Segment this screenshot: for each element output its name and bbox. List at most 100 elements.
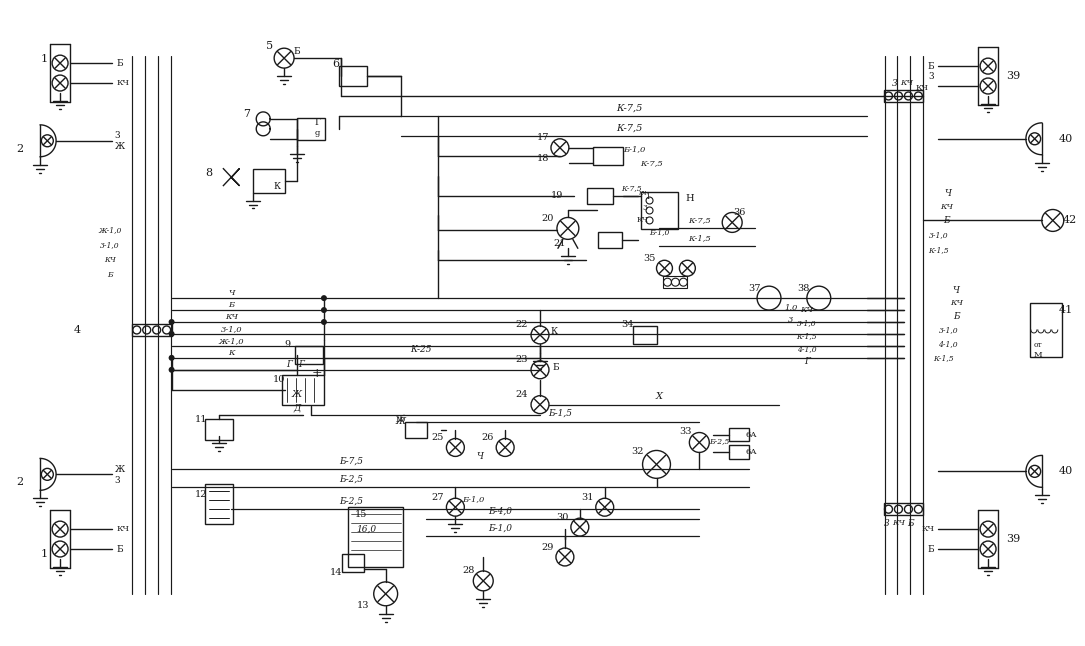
Text: КЧ: КЧ bbox=[940, 202, 953, 211]
Text: 19: 19 bbox=[551, 191, 563, 200]
Bar bbox=[633, 326, 656, 344]
Text: 15: 15 bbox=[355, 510, 367, 519]
Text: Г: Г bbox=[314, 118, 320, 127]
Text: Б: Б bbox=[943, 216, 949, 225]
Text: Б-1,0: Б-1,0 bbox=[462, 495, 485, 503]
Text: Ж: Ж bbox=[292, 390, 302, 399]
Circle shape bbox=[168, 331, 175, 337]
Text: 32: 32 bbox=[631, 447, 643, 456]
Text: КЧ: КЧ bbox=[117, 525, 130, 533]
Text: 35: 35 bbox=[643, 254, 655, 263]
Text: Х: Х bbox=[656, 392, 663, 401]
Text: К-1,5: К-1,5 bbox=[928, 246, 948, 255]
Text: 1: 1 bbox=[40, 54, 48, 64]
Text: 2: 2 bbox=[16, 144, 24, 154]
Circle shape bbox=[168, 367, 175, 373]
Bar bbox=[295, 346, 323, 364]
Text: 24: 24 bbox=[515, 390, 528, 399]
Text: 13: 13 bbox=[357, 601, 369, 610]
Text: 17: 17 bbox=[537, 133, 549, 142]
Text: 21: 21 bbox=[553, 239, 566, 248]
Text: Ж-1,0: Ж-1,0 bbox=[98, 226, 122, 234]
Text: 42: 42 bbox=[1062, 216, 1076, 225]
Text: 4: 4 bbox=[74, 325, 80, 335]
Text: КЧ: КЧ bbox=[899, 79, 912, 87]
Text: Б: Б bbox=[552, 363, 559, 372]
Bar bbox=[205, 484, 233, 524]
Text: 26: 26 bbox=[481, 433, 494, 442]
Text: 3: 3 bbox=[883, 519, 890, 528]
Text: Б: Б bbox=[117, 545, 124, 554]
Text: кч: кч bbox=[638, 189, 647, 196]
Text: 31: 31 bbox=[582, 493, 595, 502]
Bar bbox=[253, 169, 285, 193]
Text: 29: 29 bbox=[541, 543, 554, 552]
Text: 33: 33 bbox=[679, 427, 691, 436]
Text: 18: 18 bbox=[537, 154, 549, 163]
Text: 41: 41 bbox=[1059, 305, 1073, 315]
Text: 25: 25 bbox=[431, 433, 444, 442]
Text: 14: 14 bbox=[330, 568, 342, 578]
Text: Б-7,5: Б-7,5 bbox=[339, 457, 362, 466]
Text: КЧ: КЧ bbox=[225, 313, 238, 321]
Text: 9: 9 bbox=[284, 340, 290, 349]
Text: Б-1,0: Б-1,0 bbox=[488, 524, 512, 532]
Text: 22: 22 bbox=[515, 320, 528, 329]
Bar bbox=[664, 276, 688, 288]
Text: 5: 5 bbox=[266, 41, 272, 51]
Text: Д: Д bbox=[293, 403, 301, 412]
Text: 3-1,0: 3-1,0 bbox=[929, 231, 948, 240]
Text: Б-1,5: Б-1,5 bbox=[548, 409, 572, 418]
Bar bbox=[339, 66, 367, 86]
Text: К: К bbox=[228, 349, 234, 357]
Text: 4-1,0: 4-1,0 bbox=[939, 340, 958, 348]
Text: Б: Б bbox=[928, 545, 934, 554]
Text: 3: 3 bbox=[115, 476, 120, 484]
Text: 28: 28 bbox=[462, 567, 474, 576]
Bar bbox=[587, 187, 613, 203]
Text: 39: 39 bbox=[1006, 71, 1020, 81]
Text: КЧ: КЧ bbox=[801, 306, 814, 314]
Text: 23: 23 bbox=[515, 355, 528, 364]
Text: Б: Б bbox=[953, 311, 959, 320]
Text: КЧ: КЧ bbox=[916, 84, 929, 92]
Text: 3-1,0: 3-1,0 bbox=[100, 242, 119, 249]
Bar bbox=[342, 554, 363, 572]
Text: Ч: Ч bbox=[945, 189, 952, 198]
Text: Б-2,5: Б-2,5 bbox=[710, 437, 729, 446]
Text: 6А: 6А bbox=[745, 430, 757, 439]
Text: 39: 39 bbox=[1006, 534, 1020, 544]
Text: 27: 27 bbox=[431, 493, 444, 502]
Text: К-7,5: К-7,5 bbox=[688, 216, 711, 224]
Text: 3: 3 bbox=[892, 79, 897, 88]
Circle shape bbox=[321, 295, 327, 301]
Text: Г: Г bbox=[286, 360, 292, 370]
Text: К-7,5: К-7,5 bbox=[622, 185, 642, 193]
Text: 4-1,0: 4-1,0 bbox=[797, 345, 817, 353]
Text: 40: 40 bbox=[1059, 134, 1073, 144]
Text: 3-1,0: 3-1,0 bbox=[939, 326, 958, 334]
Text: Ж: Ж bbox=[115, 465, 125, 474]
Text: 3: 3 bbox=[642, 205, 647, 213]
Text: 1: 1 bbox=[40, 549, 48, 559]
Bar bbox=[282, 375, 324, 404]
Text: 12: 12 bbox=[195, 490, 207, 499]
Bar bbox=[405, 422, 426, 437]
Text: 1б: 1б bbox=[395, 415, 406, 424]
Text: Ч: Ч bbox=[953, 286, 960, 295]
Text: Г: Г bbox=[298, 360, 304, 370]
Text: К-1,5: К-1,5 bbox=[688, 234, 711, 242]
Circle shape bbox=[321, 307, 327, 313]
Text: К-7,5: К-7,5 bbox=[616, 103, 642, 112]
Text: К-7,5: К-7,5 bbox=[616, 123, 642, 132]
Text: К-7,5: К-7,5 bbox=[640, 159, 663, 167]
Bar bbox=[640, 192, 678, 229]
Text: Б: Б bbox=[107, 271, 113, 279]
Text: 10: 10 bbox=[273, 375, 285, 384]
Text: Ч: Ч bbox=[228, 289, 234, 297]
Bar bbox=[883, 90, 923, 102]
Bar bbox=[729, 428, 749, 441]
Bar bbox=[131, 324, 171, 336]
Text: Ч: Ч bbox=[476, 452, 484, 461]
Text: Б-4,0: Б-4,0 bbox=[488, 506, 512, 516]
